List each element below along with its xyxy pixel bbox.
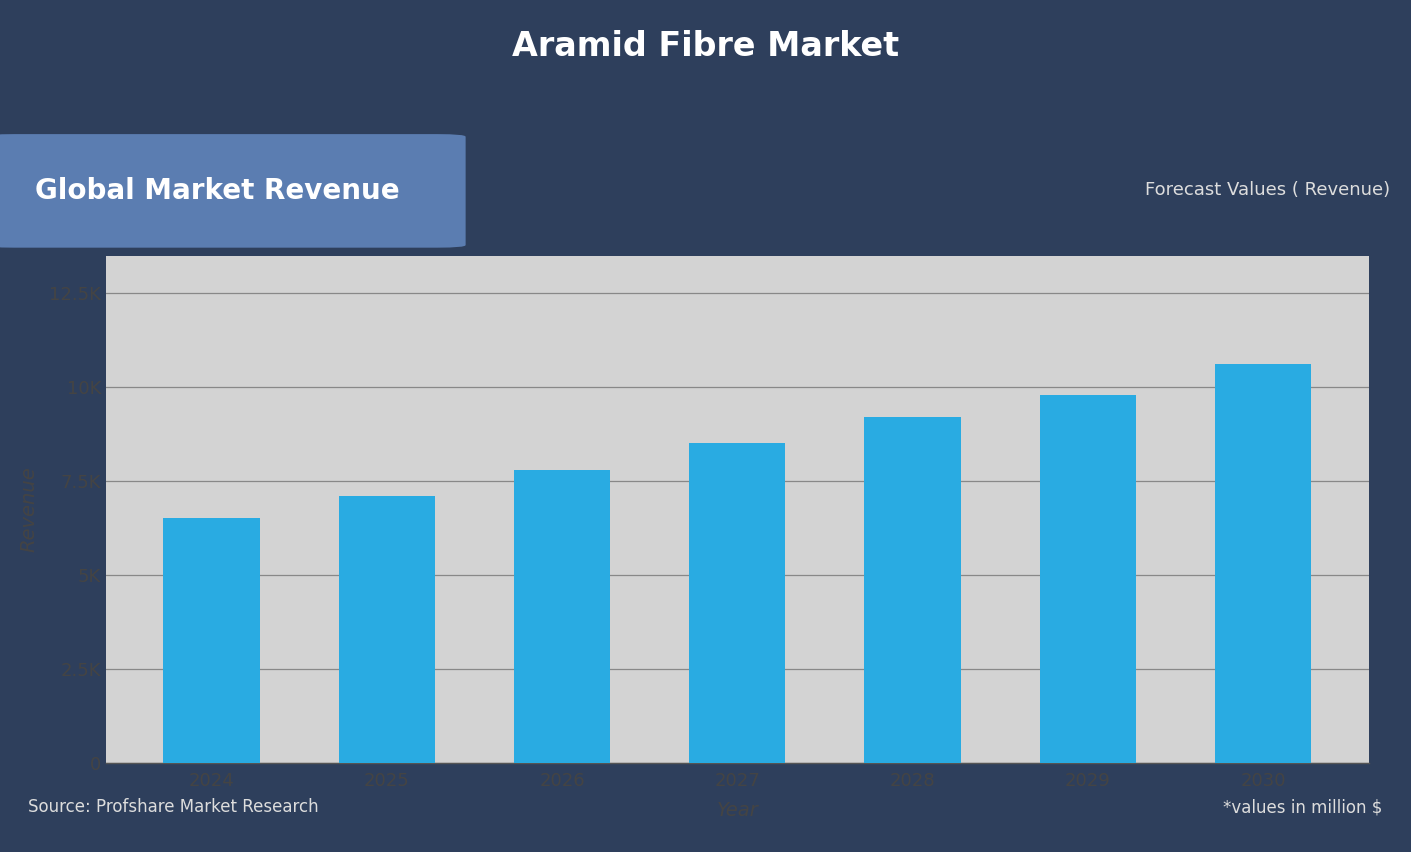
Bar: [1215, 365, 1311, 763]
Text: Global Market Revenue: Global Market Revenue: [35, 177, 399, 204]
Text: *values in million $: *values in million $: [1223, 798, 1383, 816]
Bar: [689, 443, 786, 763]
Bar: [164, 519, 260, 763]
Text: Aramid Fibre Market: Aramid Fibre Market: [512, 30, 899, 63]
Legend: Revenue: Revenue: [114, 188, 250, 222]
Bar: [865, 417, 961, 763]
Bar: [339, 496, 435, 763]
X-axis label: Year: Year: [717, 802, 758, 820]
Bar: [1040, 394, 1136, 763]
FancyBboxPatch shape: [0, 134, 466, 248]
Text: Forecast Values ( Revenue): Forecast Values ( Revenue): [1144, 181, 1390, 199]
Text: Source: Profshare Market Research: Source: Profshare Market Research: [28, 798, 319, 816]
Bar: [514, 469, 610, 763]
Y-axis label: Revenue: Revenue: [18, 466, 38, 552]
